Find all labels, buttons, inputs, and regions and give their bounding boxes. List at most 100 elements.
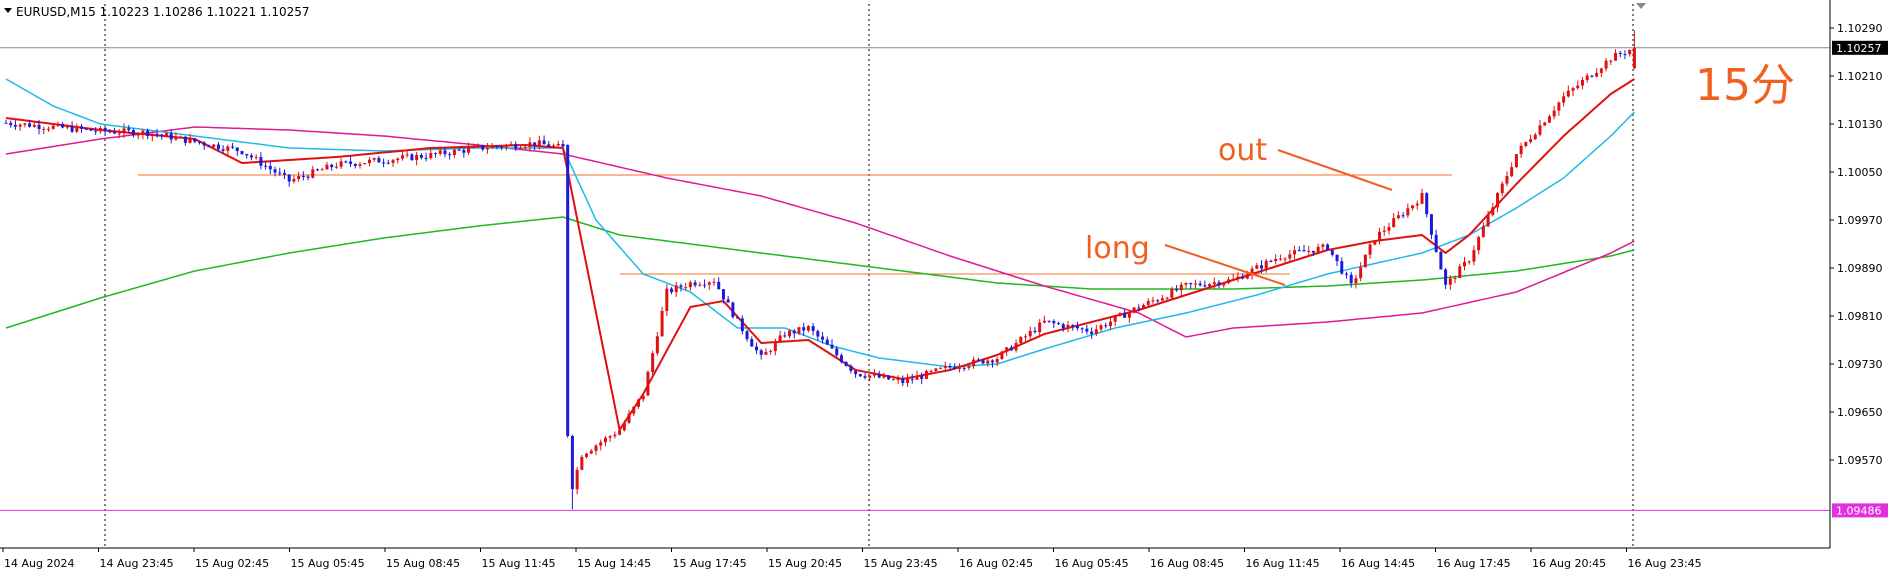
candle[interactable] xyxy=(1278,254,1282,261)
candle[interactable] xyxy=(745,329,749,342)
candle[interactable] xyxy=(736,316,740,319)
candle[interactable] xyxy=(712,277,716,286)
candle[interactable] xyxy=(1293,245,1297,260)
candle[interactable] xyxy=(1500,181,1504,196)
candle[interactable] xyxy=(1260,260,1264,274)
candle[interactable] xyxy=(221,145,225,154)
candle[interactable] xyxy=(769,349,773,355)
candle[interactable] xyxy=(514,141,518,151)
candle[interactable] xyxy=(901,375,905,387)
candle[interactable] xyxy=(198,141,202,145)
candle[interactable] xyxy=(75,123,79,133)
candle[interactable] xyxy=(122,123,126,138)
candle[interactable] xyxy=(476,143,480,148)
candle[interactable] xyxy=(811,323,815,336)
candle[interactable] xyxy=(1283,257,1287,264)
candle[interactable] xyxy=(1632,30,1636,70)
candle[interactable] xyxy=(1175,285,1179,292)
candle[interactable] xyxy=(278,167,282,176)
candle[interactable] xyxy=(235,147,239,156)
candle[interactable] xyxy=(1330,250,1334,257)
candle[interactable] xyxy=(183,136,187,146)
candle[interactable] xyxy=(1406,203,1410,218)
candle[interactable] xyxy=(1547,114,1551,123)
candle[interactable] xyxy=(1387,222,1391,235)
candle[interactable] xyxy=(570,434,574,510)
candle[interactable] xyxy=(1085,324,1089,335)
candle[interactable] xyxy=(830,339,834,350)
candle[interactable] xyxy=(1335,254,1339,266)
candle[interactable] xyxy=(334,162,338,169)
candle[interactable] xyxy=(42,126,46,135)
candle[interactable] xyxy=(164,131,168,136)
candle[interactable] xyxy=(117,129,121,139)
candle[interactable] xyxy=(84,128,88,131)
candle[interactable] xyxy=(1297,246,1301,252)
candle[interactable] xyxy=(1505,171,1509,187)
candle[interactable] xyxy=(504,143,508,151)
candle[interactable] xyxy=(821,332,825,344)
candle[interactable] xyxy=(632,406,636,417)
candle[interactable] xyxy=(1510,162,1514,178)
candle[interactable] xyxy=(273,166,277,177)
candle[interactable] xyxy=(160,133,164,140)
candle[interactable] xyxy=(32,122,36,128)
candle[interactable] xyxy=(953,363,957,370)
candle[interactable] xyxy=(618,425,622,436)
candle[interactable] xyxy=(1359,262,1363,282)
candle[interactable] xyxy=(1203,280,1207,288)
candle[interactable] xyxy=(1576,80,1580,90)
candle[interactable] xyxy=(462,148,466,158)
candle[interactable] xyxy=(660,306,664,337)
candle[interactable] xyxy=(1094,324,1098,337)
candle[interactable] xyxy=(552,143,556,149)
candle[interactable] xyxy=(1538,120,1542,137)
candle[interactable] xyxy=(1562,92,1566,107)
candle[interactable] xyxy=(1047,320,1051,323)
candle[interactable] xyxy=(943,361,947,373)
candle[interactable] xyxy=(924,369,928,380)
candle[interactable] xyxy=(575,466,579,495)
candle[interactable] xyxy=(80,124,84,133)
candle[interactable] xyxy=(981,359,985,365)
candle[interactable] xyxy=(434,152,438,158)
candle[interactable] xyxy=(9,120,13,128)
candle[interactable] xyxy=(297,171,301,182)
candle[interactable] xyxy=(740,315,744,335)
candle[interactable] xyxy=(726,295,730,303)
candle[interactable] xyxy=(169,129,173,144)
candle[interactable] xyxy=(1496,191,1500,213)
candle[interactable] xyxy=(754,342,758,355)
candle[interactable] xyxy=(1193,279,1197,290)
candle[interactable] xyxy=(103,125,107,136)
candle[interactable] xyxy=(226,144,230,156)
candle[interactable] xyxy=(1184,282,1188,289)
candle[interactable] xyxy=(1061,322,1065,332)
candle[interactable] xyxy=(990,359,994,368)
candle[interactable] xyxy=(415,151,419,166)
candle[interactable] xyxy=(858,373,862,378)
candle[interactable] xyxy=(641,395,645,402)
candle[interactable] xyxy=(1514,154,1518,169)
candle[interactable] xyxy=(542,135,546,145)
candle[interactable] xyxy=(627,409,631,424)
candle[interactable] xyxy=(320,167,324,171)
candle[interactable] xyxy=(150,133,154,142)
candle[interactable] xyxy=(1566,85,1570,98)
candle[interactable] xyxy=(589,449,593,455)
candle[interactable] xyxy=(386,159,390,165)
candle[interactable] xyxy=(179,135,183,138)
candle[interactable] xyxy=(301,171,305,181)
candle[interactable] xyxy=(202,141,206,150)
candle[interactable] xyxy=(1604,58,1608,72)
candle[interactable] xyxy=(1481,222,1485,238)
candle[interactable] xyxy=(1491,203,1495,217)
candle[interactable] xyxy=(764,348,768,355)
candle[interactable] xyxy=(877,370,881,379)
shift-marker-icon[interactable] xyxy=(1636,3,1646,9)
candle[interactable] xyxy=(372,157,376,162)
candle[interactable] xyxy=(1434,229,1438,253)
candle[interactable] xyxy=(339,158,343,169)
candle[interactable] xyxy=(1231,273,1235,280)
candle[interactable] xyxy=(1118,312,1122,317)
